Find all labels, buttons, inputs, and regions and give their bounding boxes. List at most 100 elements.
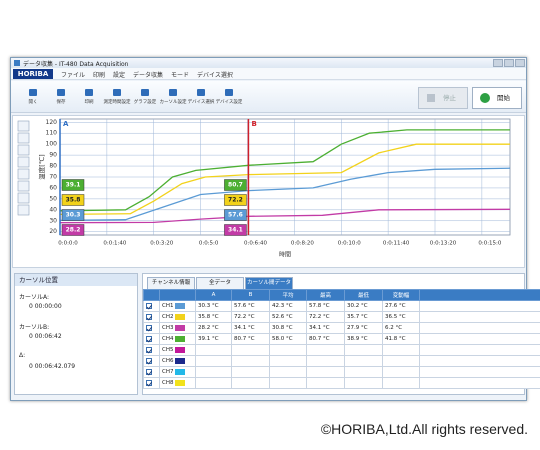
cursor-value-box	[224, 224, 247, 236]
channel-color	[175, 347, 185, 353]
checkbox-cell	[143, 300, 160, 312]
blank-cell	[419, 300, 540, 312]
toolbar-label: 測定時間設定	[103, 100, 131, 105]
chart-tool-button[interactable]	[17, 180, 30, 192]
value-cell: 80.7 °C	[306, 333, 345, 345]
checkbox[interactable]	[146, 325, 153, 331]
check-mark	[147, 369, 153, 375]
channel-name: CH6	[162, 358, 174, 364]
menu-item[interactable]: モード	[171, 72, 190, 79]
checkbox[interactable]	[146, 369, 153, 375]
start-button[interactable]: 開始	[472, 87, 522, 109]
header-row: A B 平均 最高 最低 変動幅	[143, 289, 540, 301]
cursor-value-box	[224, 209, 247, 221]
value-cell	[269, 344, 307, 356]
menu-item[interactable]: ファイル	[61, 72, 86, 79]
y-tick-label: 50	[49, 195, 57, 202]
x-tick-label: 0:0:11:40	[383, 241, 410, 247]
tab[interactable]: カーソル間データ	[245, 277, 293, 289]
x-tick-label: 0:0:3:20	[150, 241, 174, 247]
cursor-value: 34.1	[228, 227, 243, 234]
x-tick-label: 0:0:5:0	[199, 241, 219, 247]
blank-cell	[419, 355, 540, 367]
toolbar-button[interactable]: 保存	[47, 83, 75, 111]
tab[interactable]: チャンネル情報	[147, 277, 195, 289]
window-control[interactable]	[504, 59, 514, 67]
toolbar-button[interactable]: デバイス設定	[215, 83, 243, 111]
channel-cell: CH2	[159, 311, 196, 323]
chart-tool-button[interactable]	[17, 192, 30, 204]
blank-cell	[419, 311, 540, 323]
chart-tool-button[interactable]	[17, 144, 30, 156]
chart-tool-button[interactable]	[17, 120, 30, 132]
value-cell: 6.2 °C	[382, 322, 420, 334]
stop-button[interactable]: 停止	[418, 87, 468, 109]
window-control[interactable]	[493, 59, 503, 67]
checkbox[interactable]	[146, 303, 153, 309]
menu-item[interactable]: 印刷	[93, 72, 106, 79]
table-row: CH5	[143, 344, 540, 356]
checkbox[interactable]	[146, 358, 153, 364]
chart-tool-button[interactable]	[17, 132, 30, 144]
checkbox-cell	[143, 355, 160, 367]
toolbar-button[interactable]: 測定時間設定	[103, 83, 131, 111]
checkbox[interactable]	[146, 314, 153, 320]
y-tick-label: 80	[49, 163, 57, 170]
x-tick-label: 0:0:6:40	[244, 241, 268, 247]
y-tick-label: 40	[49, 206, 57, 213]
x-tick-label: 0:0:13:20	[430, 241, 457, 247]
toolbar-label: 開く	[28, 100, 38, 105]
logo: HORIBA	[13, 69, 53, 79]
cursor-value: 57.6	[228, 212, 243, 219]
menu-item[interactable]: データ収集	[133, 72, 164, 79]
value-cell: 36.5 °C	[382, 311, 420, 323]
checkbox[interactable]	[146, 380, 153, 386]
checkbox[interactable]	[146, 347, 153, 353]
toolbar-icon	[85, 89, 93, 96]
cursor-value-box	[61, 224, 85, 236]
checkbox-cell	[143, 344, 160, 356]
window-control[interactable]	[515, 59, 525, 67]
y-tick-label: 60	[49, 184, 57, 191]
cursor-value-box	[61, 209, 85, 221]
toolbar-button[interactable]: グラフ設定	[131, 83, 159, 111]
toolbar-label: デバイス設定	[215, 100, 243, 105]
header-cell: 変動幅	[382, 289, 420, 301]
channel-color	[175, 358, 185, 364]
chart-tool-button[interactable]	[17, 168, 30, 180]
value-cell: 35.7 °C	[344, 311, 383, 323]
cursor-value-box	[61, 194, 85, 206]
table-row: CH3 28.2 °C 34.1 °C 30.8 °C 34.1 °C 27.9 °C 6.…	[143, 322, 540, 334]
cursor-label: B	[251, 120, 256, 128]
menu-item[interactable]: 設定	[113, 72, 126, 79]
value-cell	[195, 366, 232, 378]
chart-tool-button[interactable]	[17, 204, 30, 216]
value-cell: 30.2 °C	[344, 300, 383, 312]
check-mark	[147, 314, 153, 320]
menu-item[interactable]: デバイス選択	[197, 72, 233, 79]
y-tick-label: 30	[49, 217, 57, 224]
toolbar-label: グラフ設定	[133, 100, 157, 105]
blank-cell	[419, 333, 540, 345]
value-cell: 41.8 °C	[382, 333, 420, 345]
channel-cell: CH5	[159, 344, 196, 356]
value-cell	[344, 344, 383, 356]
value-cell	[382, 377, 420, 389]
value-cell	[269, 355, 307, 367]
blank-cell	[419, 377, 540, 389]
toolbar-icon	[197, 89, 205, 96]
toolbar-button[interactable]: カーソル設定	[159, 83, 187, 111]
chart-tool-button[interactable]	[17, 156, 30, 168]
toolbar-button[interactable]: 開く	[19, 83, 47, 111]
toolbar-button[interactable]: デバイス選択	[187, 83, 215, 111]
toolbar-icon	[113, 89, 121, 96]
channel-cell: CH3	[159, 322, 196, 334]
tab[interactable]: 全データ	[196, 277, 244, 289]
table-row: CH2 35.8 °C 72.2 °C 52.6 °C 72.2 °C 35.7 °C 36…	[143, 311, 540, 323]
checkbox[interactable]	[146, 336, 153, 342]
toolbar-button[interactable]: 印刷	[75, 83, 103, 111]
y-tick-label: 70	[49, 174, 57, 181]
data-panel: チャンネル情報 全データ カーソル間データ A B 平均 最高 最低 変動幅 CH1 30.3 °C…	[142, 273, 540, 395]
channel-name: CH8	[162, 380, 174, 386]
